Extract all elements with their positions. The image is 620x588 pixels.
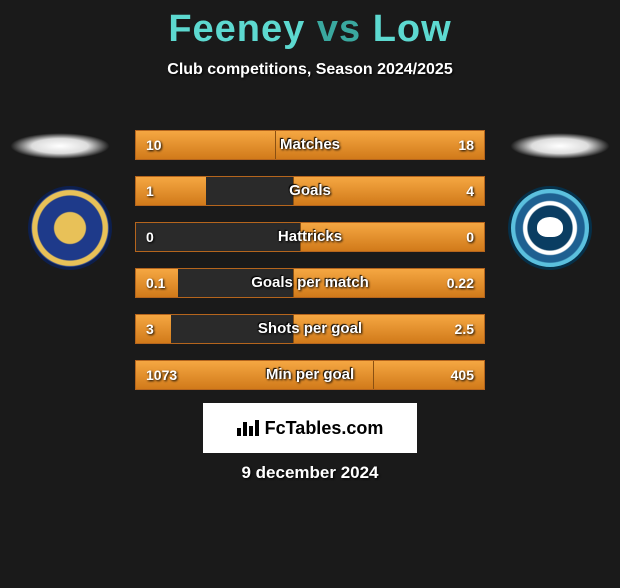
stat-label: Goals	[136, 177, 484, 205]
stat-row: 0.10.22Goals per match	[135, 268, 485, 298]
stat-label: Hattricks	[136, 223, 484, 251]
spotlight-right	[510, 133, 610, 159]
stat-row: 1073405Min per goal	[135, 360, 485, 390]
source-logo: FcTables.com	[203, 403, 417, 453]
player2-name: Low	[373, 8, 452, 50]
player1-name: Feeney	[168, 8, 305, 50]
team-crest-left	[28, 186, 112, 270]
team-crest-right	[508, 186, 592, 270]
spotlight-left	[10, 133, 110, 159]
stat-row: 00Hattricks	[135, 222, 485, 252]
stat-label: Shots per goal	[136, 315, 484, 343]
comparison-bars: 1018Matches 14Goals 00Hattricks 0.10.22Goal…	[135, 130, 485, 406]
stat-row: 32.5Shots per goal	[135, 314, 485, 344]
stat-label: Goals per match	[136, 269, 484, 297]
stat-label: Min per goal	[136, 361, 484, 389]
stat-row: 1018Matches	[135, 130, 485, 160]
date-stamp: 9 december 2024	[0, 463, 620, 483]
chart-icon	[237, 420, 261, 436]
logo-text: FcTables.com	[265, 418, 384, 439]
stat-row: 14Goals	[135, 176, 485, 206]
stat-label: Matches	[136, 131, 484, 159]
subtitle: Club competitions, Season 2024/2025	[0, 61, 620, 79]
vs-text: vs	[317, 8, 361, 50]
page-title: Feeney vs Low	[0, 8, 620, 51]
